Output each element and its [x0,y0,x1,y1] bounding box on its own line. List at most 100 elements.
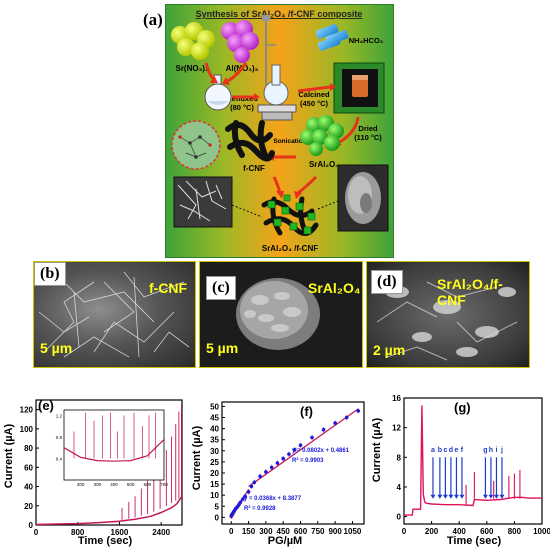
sem-inset-fcnf [173,176,233,228]
sral-label: SrAl₂O₄ [309,160,339,169]
chart-g: (g) 0 200 400 600 800 1000 0 4 8 12 16 a b c d e f g h i j T… [371,394,550,547]
panel-b-scale: 5 µm [40,340,73,356]
panel-c-scale: 5 µm [206,340,239,356]
chart-f-ylabel: Current (µA) [191,425,203,490]
chart-f-point [258,474,262,479]
chart-g-xtick-label: 600 [480,527,494,536]
chart-g-marker-arrowhead [437,494,443,499]
chart-g-marker-arrowhead [448,494,454,499]
fit-eq-1: y = 0.0802x + 0.4861 [292,448,350,454]
chart-e-xtick-label: 1600 [111,528,129,537]
dried-temp: (110 °C) [354,133,382,142]
chart-e-ytick-label: 80 [24,444,33,453]
chart-g-marker-arrowhead [493,494,499,499]
chart-f-point [287,452,291,456]
chart-f: (f) 0 150 300 450 600 750 900 1050 0 5 10 15 20 25 30 3… [191,401,365,547]
chart-g-ytick-label: 12 [392,424,401,433]
chart-g-marker-label: g [483,447,487,454]
sem-inset-sral [337,164,389,232]
chart-g-marker-arrowhead [442,494,448,499]
synthesis-scheme: Synthesis of SrAl₂O₄ /f-CNF composite Sr… [165,4,394,258]
composite-cluster [261,194,319,236]
chart-e-inset-xtick-label: 600 [144,482,152,487]
chart-g-marker-label: a [431,447,435,454]
chart-e-inset-xtick-label: 400 [110,482,118,487]
panel-c-title: SrAl₂O₄ [308,280,361,296]
panel-e-label: (e) [38,398,54,413]
chart-f-xtick-label: 150 [242,527,256,536]
chart-g-xtick-label: 200 [425,527,439,536]
chart-f-ytick-label: 45 [210,414,219,423]
chart-g-xtick-label: 400 [453,527,467,536]
chart-f-fit-2 [248,408,359,488]
chart-e-inset-ytick-label: 1.2 [56,413,63,418]
chart-e-inset-ytick-label: 0.4 [56,456,63,461]
scheme-title: Synthesis of SrAl₂O₄ /f-CNF composite [196,9,363,19]
chart-g-marker-label: j [500,447,503,454]
chart-f-point [333,421,337,425]
sem-image-fcnf: (b) f-CNF 5 µm [33,261,196,368]
chart-g-marker-label: c [443,447,447,454]
chart-f-point [344,415,349,420]
panel-c-label: (c) [206,276,236,300]
chart-e-inset-line [63,439,165,462]
chart-e-ytick-label: 120 [20,406,34,415]
chart-e-frame [35,399,183,526]
chart-f-ytick-label: 40 [210,425,219,434]
chart-g-marker-arrowhead [430,494,436,499]
chart-g-ytick-label: 4 [397,483,402,492]
chart-f-point [298,443,303,448]
chart-f-xlabel: PG/µM [268,535,302,547]
chart-f-ytick-label: 30 [210,447,219,456]
sral-cluster [300,115,344,156]
chart-f-ytick-label: 10 [210,491,219,500]
chart-f-point [264,470,268,474]
chart-g-marker-arrowhead [459,494,465,499]
chart-f-frame [221,401,365,525]
chart-e-ytick-label: 20 [24,502,33,511]
chart-e-series-line [35,495,183,526]
chart-g-frame [403,397,543,525]
chart-f-point [292,447,297,452]
chart-g-xtick-label: 1000 [533,527,550,536]
chart-e-inset-xtick-label: 300 [94,482,102,487]
chart-g-marker-label: i [495,447,497,454]
chart-g-marker-label: e [454,447,458,454]
chart-f-point [310,435,314,440]
chart-g-xtick-label: 800 [508,527,522,536]
chart-f-ytick-label: 15 [210,480,219,489]
chart-e-ytick-label: 60 [24,463,33,472]
chart-f-ytick-label: 20 [210,469,219,478]
chart-f-point [238,500,243,505]
chart-f-ytick-label: 0 [215,513,220,522]
sr-label: Sr(NO₃)₂ [175,64,208,73]
calcined-label: Calcined [298,90,330,99]
composite-label: SrAl₂O₄ /f-CNF [262,244,318,253]
chart-e-xtick-label: 800 [71,528,85,537]
chart-g-ytick-label: 0 [397,513,402,522]
chart-g-ytick-label: 8 [397,453,402,462]
chart-e-inset-frame [63,409,165,481]
chart-g-marker-label: d [449,447,453,454]
reflux-apparatus [257,15,297,121]
chart-f-xtick-label: 1050 [344,527,362,536]
furnace [333,62,385,114]
fit-eq-2: y = 0.0368x + 8.3877 [244,496,302,502]
panel-f-label: (f) [300,404,313,419]
chart-g-marker-label: b [438,447,442,454]
panel-b-label: (b) [34,262,66,286]
chart-f-point [275,461,280,465]
chart-e-xtick-label: 2400 [152,528,170,537]
sonication-label: Sonication [273,138,306,145]
chart-g-marker-arrowhead [453,494,459,499]
chart-f-xtick-label: 450 [277,527,291,536]
panel-g-label: (g) [454,400,471,415]
fcnf-label: f-CNF [243,164,265,173]
chart-e-ytick-label: 0 [29,521,34,530]
chart-g-marker-label: h [489,447,493,454]
chart-e-xlabel: Time (sec) [78,535,133,547]
chart-f-xtick-label: 300 [259,527,273,536]
chart-f-point [249,484,254,489]
panel-b-title: f-CNF [149,280,188,296]
chart-g-ytick-label: 16 [392,394,401,403]
